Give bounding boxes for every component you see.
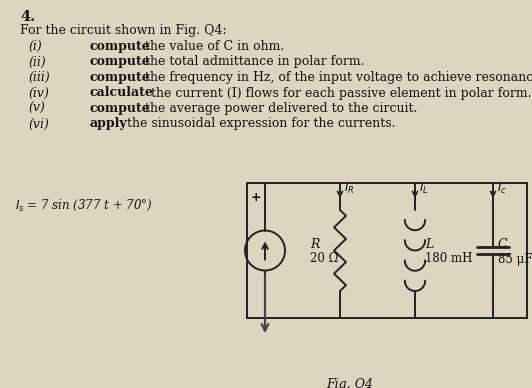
Text: compute: compute <box>90 40 151 53</box>
Text: Fig. Q4: Fig. Q4 <box>327 378 373 388</box>
Text: 4.: 4. <box>20 10 35 24</box>
Text: $I_s$ = 7 sin (377 t + 70°): $I_s$ = 7 sin (377 t + 70°) <box>15 198 153 213</box>
Text: For the circuit shown in Fig. Q4:: For the circuit shown in Fig. Q4: <box>20 24 227 37</box>
Text: (vi): (vi) <box>28 118 49 130</box>
Text: (i): (i) <box>28 40 41 53</box>
Text: (ii): (ii) <box>28 55 46 69</box>
Text: calculate: calculate <box>90 87 154 99</box>
Text: the current (I) flows for each passive element in polar form.: the current (I) flows for each passive e… <box>147 87 531 99</box>
Text: $I_L$: $I_L$ <box>419 181 429 196</box>
Text: (v): (v) <box>28 102 45 115</box>
Text: the total admittance in polar form.: the total admittance in polar form. <box>141 55 364 69</box>
Text: the value of C in ohm.: the value of C in ohm. <box>141 40 284 53</box>
Text: (iv): (iv) <box>28 87 49 99</box>
Text: +: + <box>251 191 262 204</box>
Text: $I_R$: $I_R$ <box>344 181 354 196</box>
Text: compute: compute <box>90 71 151 84</box>
Text: R: R <box>310 239 319 251</box>
Text: compute: compute <box>90 102 151 115</box>
Text: apply: apply <box>90 118 128 130</box>
Text: compute: compute <box>90 55 151 69</box>
Text: 180 mH: 180 mH <box>425 253 472 265</box>
Text: the average power delivered to the circuit.: the average power delivered to the circu… <box>141 102 418 115</box>
Text: (iii): (iii) <box>28 71 50 84</box>
Text: C: C <box>498 239 508 251</box>
Text: the sinusoidal expression for the currents.: the sinusoidal expression for the curren… <box>123 118 395 130</box>
Text: $I_c$: $I_c$ <box>497 181 507 196</box>
Text: the frequency in Hz, of the input voltage to achieve resonance.: the frequency in Hz, of the input voltag… <box>141 71 532 84</box>
Text: L: L <box>425 239 433 251</box>
Text: 20 Ω: 20 Ω <box>310 253 338 265</box>
Text: 85 μF: 85 μF <box>498 253 532 265</box>
